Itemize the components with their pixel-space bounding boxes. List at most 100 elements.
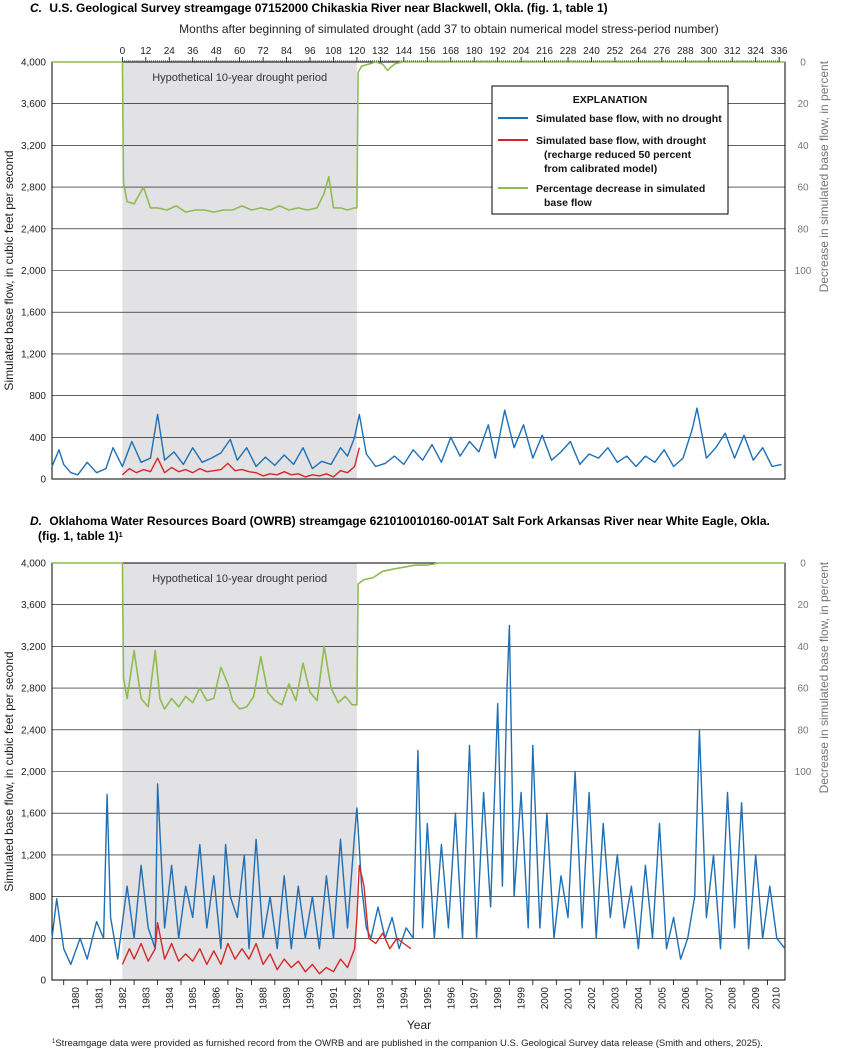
right-tick-label-d-4: 80 (797, 725, 809, 736)
year-tick-label-26: 2006 (681, 987, 692, 1010)
y-tick-label-c-4: 1,600 (21, 308, 46, 319)
month-tick-label-10: 120 (349, 46, 366, 57)
month-tick-label-24: 288 (677, 46, 694, 57)
month-tick-label-25: 300 (700, 46, 717, 57)
y-tick-label-d-2: 800 (29, 892, 46, 903)
year-tick-label-5: 1985 (188, 987, 199, 1010)
month-tick-label-7: 84 (281, 46, 293, 57)
y-tick-label-c-6: 2,400 (21, 224, 46, 235)
month-tick-label-3: 36 (187, 46, 199, 57)
year-tick-label-1: 1981 (94, 987, 105, 1010)
month-tick-label-6: 72 (258, 46, 270, 57)
legend-label-no-drought: Simulated base flow, with no drought (536, 113, 722, 125)
y-tick-label-c-0: 0 (40, 475, 46, 486)
plot-frame-d (51, 562, 786, 981)
right-tick-label-d-2: 40 (797, 642, 809, 653)
year-tick-label-12: 1992 (352, 987, 363, 1010)
panel-c-title-text: U.S. Geological Survey streamgage 071520… (49, 1, 607, 15)
year-tick-label-23: 2003 (610, 987, 621, 1010)
month-tick-label-0: 0 (120, 46, 126, 57)
legend-label-pct-2: base flow (544, 197, 593, 209)
drought-label-d: Hypothetical 10-year drought period (152, 573, 327, 585)
drought-label-c: Hypothetical 10-year drought period (152, 72, 327, 84)
year-tick-label-22: 2002 (587, 987, 598, 1010)
y-tick-label-d-9: 3,600 (21, 600, 46, 611)
footnote: 1Streamgage data were provided as furnis… (52, 1038, 763, 1049)
y-tick-label-c-10: 4,000 (21, 58, 46, 69)
year-tick-label-21: 2001 (564, 987, 575, 1010)
legend-label-drought: Simulated base flow, with drought (536, 135, 706, 147)
month-tick-label-26: 312 (724, 46, 741, 57)
panel-c-title: C. U.S. Geological Survey streamgage 071… (30, 1, 608, 15)
y-tick-label-c-2: 800 (29, 391, 46, 402)
month-tick-label-9: 108 (325, 46, 342, 57)
y-tick-label-d-0: 0 (40, 976, 46, 987)
year-tick-label-28: 2008 (728, 987, 739, 1010)
y-tick-label-c-9: 3,600 (21, 99, 46, 110)
year-tick-label-17: 1997 (470, 987, 481, 1010)
month-tick-label-2: 24 (164, 46, 176, 57)
legend: EXPLANATION Simulated base flow, with no… (491, 85, 729, 215)
panel-d-title-line2: (fig. 1, table 1) (38, 529, 119, 543)
year-tick-label-11: 1991 (329, 987, 340, 1010)
month-tick-label-20: 240 (583, 46, 600, 57)
year-tick-label-7: 1987 (235, 987, 246, 1010)
y-tick-label-d-8: 3,200 (21, 642, 46, 653)
y-tick-label-c-1: 400 (29, 433, 46, 444)
year-tick-label-25: 2005 (657, 987, 668, 1010)
month-tick-label-14: 168 (442, 46, 459, 57)
month-tick-label-8: 96 (304, 46, 316, 57)
year-tick-label-6: 1986 (212, 987, 223, 1010)
y-tick-label-d-6: 2,400 (21, 725, 46, 736)
year-tick-label-20: 2000 (540, 987, 551, 1010)
year-tick-label-30: 2010 (772, 987, 783, 1010)
legend-box (491, 85, 729, 215)
series-noDrought-d (51, 624, 786, 966)
month-tick-label-18: 216 (536, 46, 553, 57)
y-axis-label-d: Simulated base flow, in cubic feet per s… (2, 651, 16, 891)
y-tick-label-c-5: 2,000 (21, 266, 46, 277)
legend-label-drought-3: from calibrated model) (544, 163, 657, 175)
right-tick-label-c-4: 80 (797, 224, 809, 235)
right-tick-label-d-3: 60 (797, 684, 809, 695)
right-tick-label-c-5: 100 (795, 266, 812, 277)
month-tick-label-13: 156 (419, 46, 436, 57)
month-tick-label-17: 204 (513, 46, 530, 57)
y-tick-label-d-1: 400 (29, 934, 46, 945)
year-tick-label-18: 1998 (493, 987, 504, 1010)
y-tick-label-d-5: 2,000 (21, 767, 46, 778)
y-tick-label-c-7: 2,800 (21, 183, 46, 194)
right-tick-label-c-3: 60 (797, 183, 809, 194)
series-pct-d (52, 562, 785, 710)
year-tick-label-13: 1993 (376, 987, 387, 1010)
footnote-text: Streamgage data were provided as furnish… (55, 1038, 763, 1049)
footnote-mark: 1 (52, 1039, 56, 1045)
right-tick-label-c-1: 20 (797, 99, 809, 110)
month-tick-label-15: 180 (466, 46, 483, 57)
year-tick-label-4: 1984 (165, 987, 176, 1010)
year-tick-label-24: 2004 (634, 987, 645, 1010)
month-tick-label-11: 132 (372, 46, 389, 57)
y-tick-label-c-8: 3,200 (21, 141, 46, 152)
month-tick-label-1: 12 (140, 46, 152, 57)
year-tick-label-2: 1982 (118, 987, 129, 1010)
month-tick-label-16: 192 (489, 46, 506, 57)
year-tick-label-15: 1995 (423, 987, 434, 1010)
month-tick-label-5: 60 (234, 46, 246, 57)
year-tick-label-8: 1988 (259, 987, 270, 1010)
month-tick-label-22: 264 (630, 46, 647, 57)
right-axis-label-d: Decrease in simulated base flow, in perc… (817, 561, 831, 793)
year-tick-label-19: 1999 (517, 987, 528, 1010)
year-tick-label-9: 1989 (282, 987, 293, 1010)
top-axis-label: Months after beginning of simulated drou… (179, 22, 719, 36)
right-tick-label-c-2: 40 (797, 141, 809, 152)
y-tick-label-d-4: 1,600 (21, 809, 46, 820)
right-axis-label-c: Decrease in simulated base flow, in perc… (817, 60, 831, 292)
panel-d-plot: 04008001,2001,6002,0002,4002,8003,2003,6… (2, 559, 831, 1010)
x-axis-label: Year (407, 1018, 431, 1032)
right-tick-label-d-5: 100 (795, 767, 812, 778)
series-drought-c (121, 447, 360, 478)
y-tick-label-d-3: 1,200 (21, 850, 46, 861)
year-tick-label-27: 2007 (704, 987, 715, 1010)
legend-label-pct: Percentage decrease in simulated (536, 183, 705, 195)
